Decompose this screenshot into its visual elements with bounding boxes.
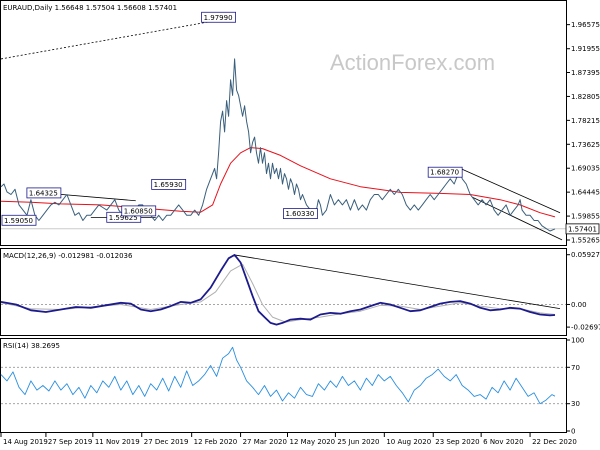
y-tick-label: 1.69035 xyxy=(571,165,600,173)
y-tick-label: 1.82805 xyxy=(571,93,600,101)
watermark-text: ActionForex.com xyxy=(330,50,495,75)
macd-line xyxy=(0,253,556,326)
price-line xyxy=(0,58,556,232)
x-axis: 14 Aug 2019 27 Sep 2019 11 Nov 2019 27 Dec … xyxy=(0,433,577,446)
reference-lines xyxy=(1,228,566,405)
y-tick-label: 70 xyxy=(571,364,580,372)
x-tick-label: 14 Aug 2019 xyxy=(3,438,48,446)
x-tick-label: 27 Mar 2020 xyxy=(243,438,287,446)
y-tick-label: 1.59855 xyxy=(571,213,600,221)
y-tick-label: -0.026978 xyxy=(571,324,600,332)
annotation-label: 1.60330 xyxy=(285,210,314,218)
y-tick-label: 1.64445 xyxy=(571,189,600,197)
annotation-box xyxy=(121,205,157,217)
x-tick-label: 12 Feb 2020 xyxy=(194,438,238,446)
annotation-label: 1.64325 xyxy=(29,189,58,197)
y-tick-label: 1.55265 xyxy=(571,237,600,245)
x-tick-label: 6 Nov 2020 xyxy=(483,438,523,446)
y-tick-label: 0 xyxy=(571,428,575,436)
x-tick-label: 12 May 2020 xyxy=(289,438,335,446)
annotation-labels: 1.57401 1.97990 1.64325 1.59050 1.596251.608… xyxy=(1,11,600,235)
x-tick-label: 27 Dec 2019 xyxy=(144,438,189,446)
current-price-box xyxy=(565,223,600,235)
annotation-box xyxy=(427,166,463,178)
y-tick-label: 1.73625 xyxy=(571,141,600,149)
trendline xyxy=(234,254,561,310)
annotation-label: 1.59050 xyxy=(4,217,33,225)
x-tick-label: 10 Aug 2020 xyxy=(386,438,431,446)
price-panel-title: EURAUD,Daily 1.56648 1.57504 1.56608 1.5… xyxy=(3,4,177,12)
x-tick-label: 27 Sep 2019 xyxy=(48,438,92,446)
y-tick-label: 1.91955 xyxy=(571,45,600,53)
y-axis: 1.96575 1.91955 1.87395 1.82805 1.78215 1.736… xyxy=(566,21,600,436)
annotation-box xyxy=(201,11,236,23)
annotation-box xyxy=(283,208,318,220)
rsi-panel-frame xyxy=(0,338,567,433)
trendline xyxy=(0,16,235,60)
annotation-label: 1.65930 xyxy=(154,181,183,189)
annotation-box xyxy=(151,179,187,190)
annotation-label: 1.60850 xyxy=(124,207,153,215)
y-tick-label: 1.78215 xyxy=(571,117,600,125)
annotation-label: 1.59625 xyxy=(109,214,138,222)
y-tick-label: 30 xyxy=(571,400,580,408)
x-tick-label: 11 Nov 2019 xyxy=(95,438,140,446)
y-tick-label: 0.059272 xyxy=(571,251,600,259)
y-tick-label: 1.96575 xyxy=(571,21,600,29)
annotation-box xyxy=(26,187,62,199)
y-tick-label: 0.00 xyxy=(571,301,587,309)
annotation-box xyxy=(1,214,37,226)
y-tick-label: 100 xyxy=(571,337,584,345)
y-tick-label: 1.87395 xyxy=(571,69,600,77)
trendline xyxy=(460,168,561,214)
x-tick-label: 23 Sep 2020 xyxy=(435,438,479,446)
current-price-label: 1.57401 xyxy=(568,225,597,233)
annotation-label: 1.68270 xyxy=(430,169,459,177)
macd-panel-title: MACD(12,26,9) -0.012981 -0.012036 xyxy=(3,252,133,260)
rsi-panel-title: RSI(14) 38.2695 xyxy=(3,342,60,350)
rsi-line xyxy=(0,346,556,405)
series-lines xyxy=(0,58,556,405)
x-tick-label: 22 Dec 2020 xyxy=(532,438,577,446)
x-tick-label: 25 Jun 2020 xyxy=(337,438,379,446)
annotation-label: 1.97990 xyxy=(204,14,233,22)
